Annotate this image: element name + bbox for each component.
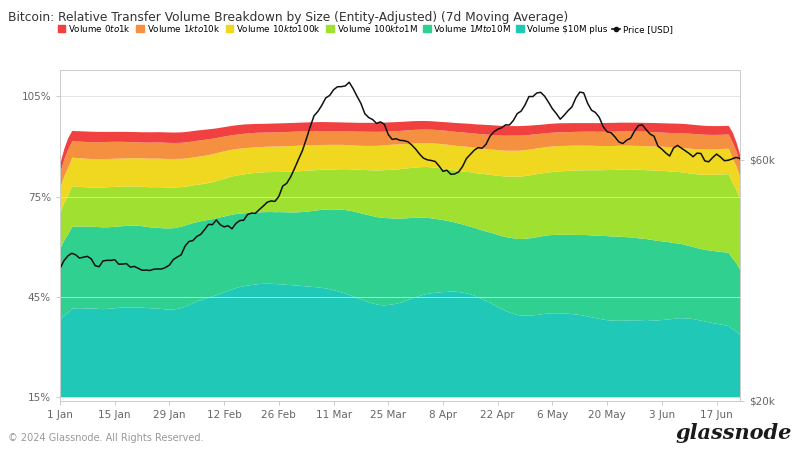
Legend: Volume $0 to $1k, Volume $1k to $10k, Volume $10k to $100k, Volume $100k to $1M,: Volume $0 to $1k, Volume $1k to $10k, Vo…	[58, 23, 673, 34]
Text: glassnode: glassnode	[676, 423, 792, 443]
Text: Bitcoin: Relative Transfer Volume Breakdown by Size (Entity-Adjusted) (7d Moving: Bitcoin: Relative Transfer Volume Breakd…	[8, 11, 568, 24]
Text: © 2024 Glassnode. All Rights Reserved.: © 2024 Glassnode. All Rights Reserved.	[8, 433, 203, 443]
